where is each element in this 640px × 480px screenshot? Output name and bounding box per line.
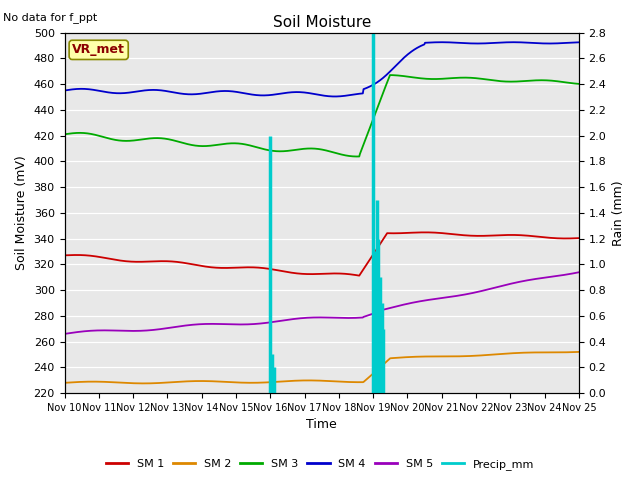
Text: VR_met: VR_met bbox=[72, 43, 125, 56]
Text: No data for f_ppt: No data for f_ppt bbox=[3, 12, 97, 23]
Y-axis label: Rain (mm): Rain (mm) bbox=[612, 180, 625, 246]
Y-axis label: Soil Moisture (mV): Soil Moisture (mV) bbox=[15, 156, 28, 270]
Title: Soil Moisture: Soil Moisture bbox=[273, 15, 371, 30]
Legend: SM 1, SM 2, SM 3, SM 4, SM 5, Precip_mm: SM 1, SM 2, SM 3, SM 4, SM 5, Precip_mm bbox=[101, 455, 539, 474]
X-axis label: Time: Time bbox=[307, 419, 337, 432]
